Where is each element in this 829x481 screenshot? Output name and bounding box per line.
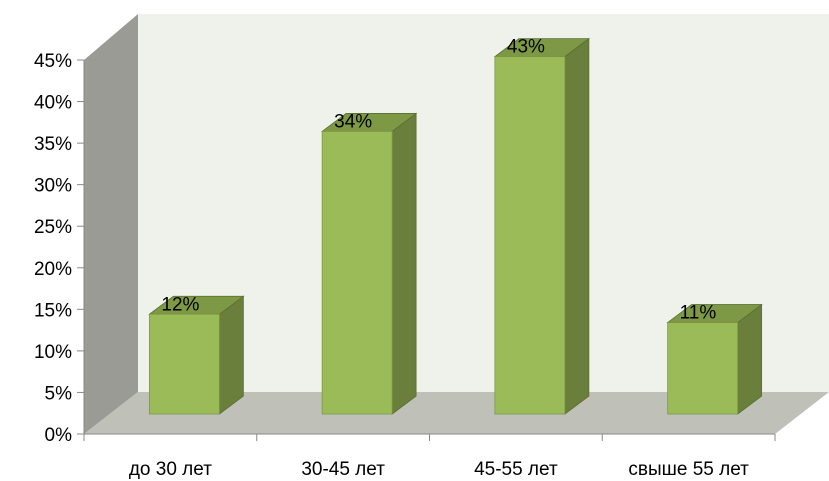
y-tick-label: 15% [34, 300, 72, 321]
data-labels: 12% 34% 43% 11% [161, 37, 716, 324]
y-tick-label: 25% [34, 217, 72, 238]
chart-floor [84, 392, 829, 434]
bar-front [321, 131, 393, 415]
chart-back-wall [138, 14, 829, 392]
bar [493, 37, 591, 415]
category-label: 30-45 лет [301, 459, 385, 480]
bar-front [494, 56, 566, 415]
data-label: 34% [334, 111, 372, 132]
y-tick-label: 5% [45, 383, 73, 404]
bar-side [737, 303, 763, 415]
y-tick-label: 35% [34, 134, 72, 155]
data-label: 12% [161, 294, 199, 315]
chart-side-wall [84, 14, 138, 434]
data-label: 11% [680, 303, 717, 324]
bar [148, 295, 245, 415]
bar-side [391, 112, 417, 415]
bar-side [218, 295, 244, 415]
category-label: 45-55 лет [474, 459, 558, 480]
bar [320, 112, 418, 415]
y-ticks: 0% 5% 10% 15% 20% 25% 30% 35% 40% 45% [34, 51, 84, 446]
y-tick-label: 0% [45, 425, 73, 446]
category-label: до 30 лет [129, 459, 212, 480]
bar [666, 303, 763, 415]
bar-front [148, 313, 220, 415]
y-tick-label: 40% [34, 93, 72, 114]
bar-front [667, 322, 739, 415]
y-tick-label: 30% [34, 176, 72, 197]
y-tick-label: 10% [34, 342, 72, 363]
bars [148, 37, 763, 415]
data-label: 43% [507, 37, 545, 58]
y-tick-label: 45% [34, 51, 72, 72]
x-ticks [83, 434, 776, 441]
category-label: свыше 55 лет [628, 459, 749, 480]
y-tick-label: 20% [34, 259, 72, 280]
category-labels: до 30 лет 30-45 лет 45-55 лет свыше 55 лет [129, 459, 749, 480]
bar-side [564, 37, 590, 415]
